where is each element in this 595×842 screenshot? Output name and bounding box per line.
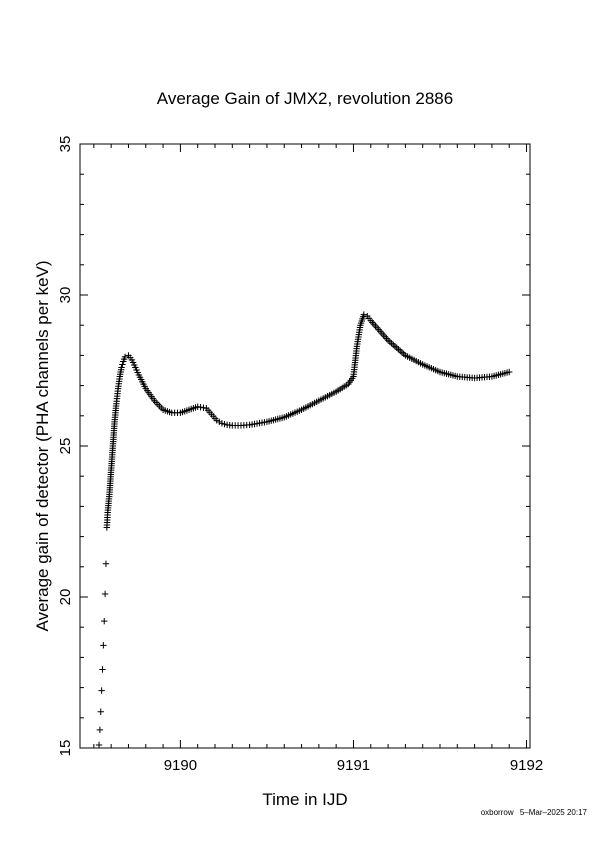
y-tick-label: 15 xyxy=(57,740,74,757)
data-point xyxy=(97,708,104,715)
x-tick-label: 9191 xyxy=(337,757,370,774)
data-point xyxy=(391,343,399,350)
data-point xyxy=(98,687,105,694)
y-tick-label: 35 xyxy=(57,136,74,153)
data-point xyxy=(95,741,103,749)
data-point xyxy=(119,361,126,368)
data-point xyxy=(101,590,109,598)
data-point xyxy=(200,404,207,411)
axis-ticks xyxy=(80,143,530,749)
x-tick-labels: 9190 9191 9192 xyxy=(164,757,544,774)
footer-stamp: oxborrow 5–Mar–2025 20:17 xyxy=(477,808,587,817)
footer-timestamp: 5–Mar–2025 20:17 xyxy=(519,808,587,817)
footer-user: oxborrow xyxy=(480,808,514,817)
chart-title: Average Gain of JMX2, revolution 2886 xyxy=(157,89,453,108)
data-point xyxy=(388,340,395,347)
data-point xyxy=(118,364,125,371)
data-point xyxy=(121,353,129,361)
data-point xyxy=(386,338,394,346)
x-tick-label: 9192 xyxy=(510,757,543,774)
y-tick-label: 30 xyxy=(57,287,74,304)
data-point xyxy=(390,341,397,349)
y-tick-label: 25 xyxy=(57,438,74,455)
data-point xyxy=(102,560,110,567)
data-point xyxy=(396,347,404,355)
data-point xyxy=(96,726,104,734)
y-axis-label: Average gain of detector (PHA channels p… xyxy=(33,260,52,631)
data-point xyxy=(197,404,204,411)
data-point xyxy=(99,666,106,673)
data-point xyxy=(360,311,368,318)
data-point xyxy=(398,349,406,356)
x-tick-label: 9190 xyxy=(164,757,197,774)
data-point xyxy=(194,403,201,410)
data-point xyxy=(506,368,513,376)
y-tick-label: 20 xyxy=(57,589,74,606)
y-tick-labels: 15 20 25 30 35 xyxy=(57,136,74,757)
data-point xyxy=(393,344,400,352)
x-axis-label: Time in IJD xyxy=(262,790,347,809)
data-point xyxy=(395,346,402,353)
plot-frame xyxy=(79,143,531,749)
data-point xyxy=(100,642,107,649)
data-points xyxy=(95,311,513,749)
data-point xyxy=(101,617,108,625)
